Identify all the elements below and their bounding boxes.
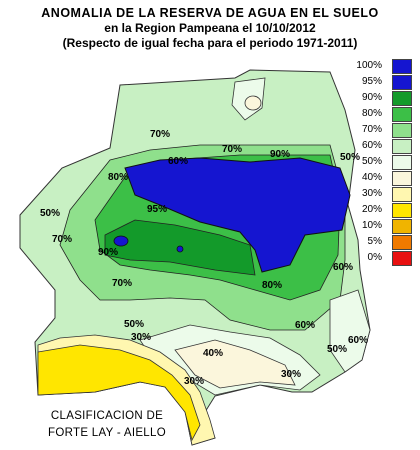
iso-90-ne: 90%	[270, 149, 290, 160]
iso-50-w: 50%	[40, 208, 60, 219]
legend-label: 20%	[361, 204, 382, 215]
legend-label: 70%	[361, 124, 382, 135]
legend-label: 40%	[361, 172, 382, 183]
legend-label: 30%	[361, 188, 382, 199]
credit-line-2: FORTE LAY - AIELLO	[48, 427, 166, 439]
legend-swatch	[392, 251, 412, 266]
legend-label: 100%	[356, 60, 382, 71]
iso-50-s: 50%	[124, 319, 144, 330]
map-title: ANOMALIA DE LA RESERVA DE AGUA EN EL SUE…	[41, 6, 379, 20]
iso-90-c: 90%	[98, 247, 118, 258]
iso-50-ne: 50%	[340, 152, 360, 163]
legend-swatch	[392, 187, 412, 202]
legend-swatch	[392, 171, 412, 186]
region-95-spot-center	[176, 245, 184, 253]
legend-swatch	[392, 155, 412, 170]
legend-swatch	[392, 235, 412, 250]
legend-swatch	[392, 75, 412, 90]
legend-label: 5%	[367, 236, 382, 247]
region-20-south	[37, 344, 201, 442]
pampean-region-map: 70% 60% 70% 90% 80% 50% 70% 90% 95% 70% …	[19, 69, 371, 446]
legend-swatch	[392, 59, 412, 74]
map-subtitle-date: en la Region Pampeana el 10/10/2012	[104, 21, 316, 35]
region-40-north	[244, 95, 262, 111]
iso-30-s: 30%	[131, 332, 151, 343]
isoline-labels: 70% 60% 70% 90% 80% 50% 70% 90% 95% 70% …	[40, 129, 368, 387]
legend-swatch	[392, 203, 412, 218]
map-subtitle-period: (Respecto de igual fecha para el periodo…	[62, 36, 358, 50]
legend-label: 90%	[361, 92, 382, 103]
region-40-southcentral	[174, 339, 296, 389]
iso-70-w: 70%	[52, 234, 72, 245]
legend-label: 0%	[367, 252, 382, 263]
iso-60-ee: 60%	[348, 335, 368, 346]
iso-60-e: 60%	[333, 262, 353, 273]
iso-70-n: 70%	[150, 129, 170, 140]
legend-swatch	[392, 139, 412, 154]
legend-swatch	[392, 91, 412, 106]
iso-40-s: 40%	[203, 348, 223, 359]
legend-label: 60%	[361, 140, 382, 151]
legend-label: 50%	[361, 156, 382, 167]
legend-swatch	[392, 107, 412, 122]
region-50-east	[329, 289, 371, 373]
legend-swatch	[392, 123, 412, 138]
iso-70-c: 70%	[112, 278, 132, 289]
iso-80-e: 80%	[262, 280, 282, 291]
iso-95-c: 95%	[147, 204, 167, 215]
iso-80-ne: 80%	[108, 172, 128, 183]
iso-30-se: 30%	[281, 369, 301, 380]
region-95-spot-west	[113, 235, 129, 247]
iso-60-se: 60%	[295, 320, 315, 331]
iso-70-ne: 70%	[222, 144, 242, 155]
iso-50-se: 50%	[327, 344, 347, 355]
legend-swatch	[392, 219, 412, 234]
credit-line-1: CLASIFICACION DE	[50, 410, 164, 422]
iso-30-sw: 30%	[184, 376, 204, 387]
credit: CLASIFICACION DE FORTE LAY - AIELLO	[22, 408, 192, 442]
legend-label: 95%	[361, 76, 382, 87]
legend-label: 10%	[361, 220, 382, 231]
region-95	[124, 157, 351, 273]
iso-60-n: 60%	[168, 156, 188, 167]
legend-label: 80%	[361, 108, 382, 119]
